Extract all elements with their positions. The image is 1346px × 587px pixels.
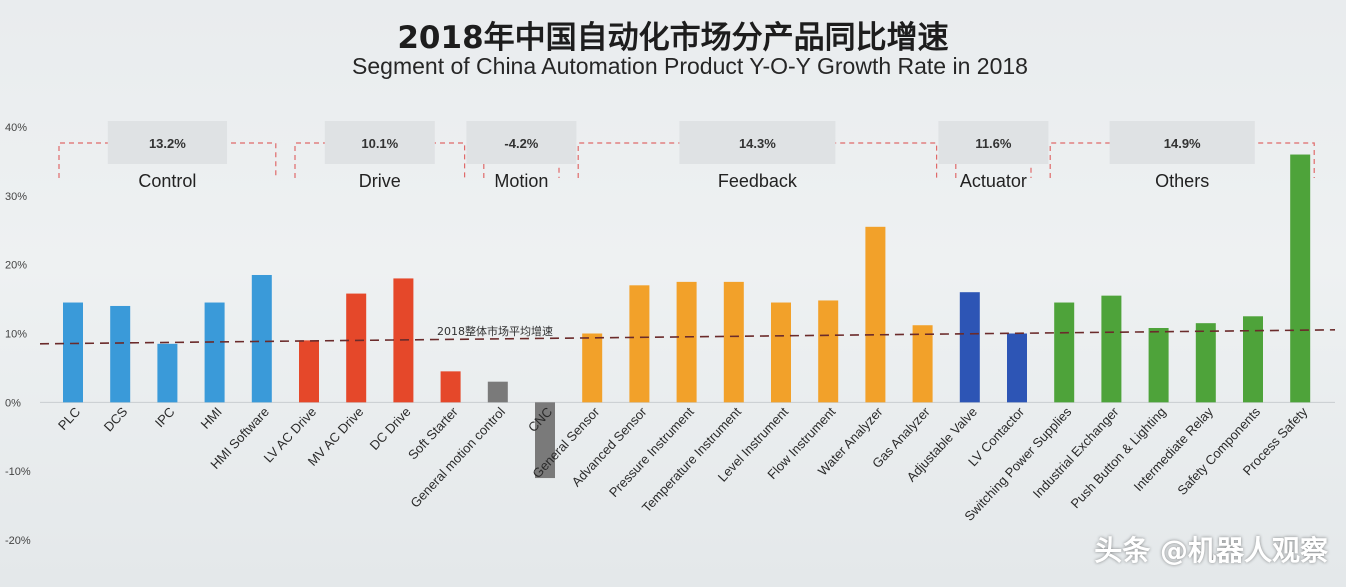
y-tick-label: 10% xyxy=(5,329,27,341)
bar-advanced-sensor xyxy=(629,285,650,403)
average-line xyxy=(39,329,1336,345)
y-tick-label: 40% xyxy=(5,122,27,134)
bar-level-instrument xyxy=(771,302,791,403)
bar-process-safety xyxy=(1290,154,1311,403)
bar-gas-analyzer xyxy=(912,325,933,403)
bar-push-button-lighting xyxy=(1148,327,1169,403)
group-label: Drive xyxy=(359,171,401,191)
group-value: 10.1% xyxy=(361,136,398,151)
bar-lv-ac-drive xyxy=(299,340,319,403)
group-value: 13.2% xyxy=(149,136,186,151)
y-tick-label: 0% xyxy=(5,397,21,409)
bar-intermediate-relay xyxy=(1195,323,1216,403)
x-tick-label: Pressure Instrument xyxy=(606,404,697,500)
average-line-label: 2018整体市场平均增速 xyxy=(437,324,553,338)
group-label: Motion xyxy=(494,171,548,191)
x-tick-label: Intermediate Relay xyxy=(1131,404,1217,494)
bar-dcs xyxy=(110,305,131,403)
group-value-box xyxy=(107,121,228,164)
bar-adjustable-valve xyxy=(959,292,980,403)
x-tick-label: IPC xyxy=(152,404,178,430)
group-label: Feedback xyxy=(718,171,798,191)
bar-cnc xyxy=(535,402,555,479)
bar-flow-instrument xyxy=(818,300,839,403)
x-tick-label: Industrial Exchanger xyxy=(1030,404,1122,501)
group-value: 14.9% xyxy=(1164,136,1201,151)
group-value: 11.6% xyxy=(975,136,1012,151)
group-value-box xyxy=(679,121,836,164)
bar-hmi-software xyxy=(251,274,272,403)
bar-pressure-instrument xyxy=(676,281,697,403)
y-tick-label: 30% xyxy=(5,191,27,203)
bar-soft-starter xyxy=(440,371,461,403)
bar-ipc xyxy=(157,343,178,403)
y-tick-label: 20% xyxy=(5,260,27,272)
group-value-box xyxy=(466,121,577,164)
group-value-box xyxy=(938,121,1049,164)
group-value: -4.2% xyxy=(504,136,538,151)
x-tick-label: General motion control xyxy=(407,404,508,510)
bar-general-sensor xyxy=(582,333,603,403)
watermark: 头条 @机器人观察 xyxy=(1094,534,1328,567)
bar-industrial-exchanger xyxy=(1101,295,1122,403)
bar-water-analyzer xyxy=(865,226,886,403)
bar-switching-power-supplies xyxy=(1054,302,1075,403)
chart-title: 2018年中国自动化市场分产品同比增速 xyxy=(397,20,949,56)
x-tick-label: DCS xyxy=(101,404,131,435)
chart-subtitle: Segment of China Automation Product Y-O-… xyxy=(352,53,1028,79)
group-value: 14.3% xyxy=(739,136,776,151)
y-tick-label: -10% xyxy=(5,466,31,478)
group-label: Control xyxy=(138,171,196,191)
x-tick-label: DC Drive xyxy=(367,404,414,453)
x-tick-label: HMI xyxy=(198,404,225,432)
bar-safety-components xyxy=(1243,316,1263,403)
bar-lv-contactor xyxy=(1007,333,1027,403)
bar-plc xyxy=(63,302,83,403)
group-label: Actuator xyxy=(960,171,1027,191)
x-tick-label: PLC xyxy=(55,404,83,433)
group-label: Others xyxy=(1155,171,1209,191)
x-tick-label: Push Button & Lighting xyxy=(1068,404,1169,511)
bar-mv-ac-drive xyxy=(346,293,367,403)
group-value-box xyxy=(1109,121,1255,164)
group-value-box xyxy=(324,121,435,164)
bar-temperature-instrument xyxy=(723,281,744,403)
y-tick-label: -20% xyxy=(5,535,31,547)
x-tick-label: Safety Components xyxy=(1174,404,1263,498)
bar-hmi xyxy=(204,302,225,403)
bar-general-motion-control xyxy=(487,381,508,403)
